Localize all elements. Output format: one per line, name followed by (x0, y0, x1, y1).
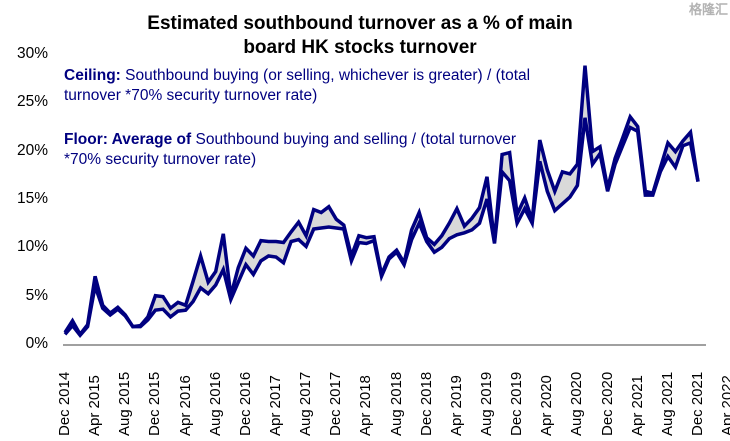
x-tick-label: Dec 2020 (598, 371, 616, 436)
x-tick-label: Apr 2020 (538, 375, 556, 436)
y-tick-label: 5% (25, 286, 48, 304)
ceiling-annotation: Ceiling: Southbound buying (or selling, … (64, 66, 564, 106)
x-tick-label: Dec 2018 (417, 371, 435, 436)
x-tick-label: Dec 2021 (689, 371, 706, 436)
x-tick-label: Dec 2017 (327, 371, 345, 436)
y-tick-label: 30% (16, 45, 48, 62)
x-tick-label: Apr 2021 (628, 375, 646, 436)
x-tick-label: Apr 2017 (267, 375, 284, 436)
x-tick-label: Dec 2016 (236, 371, 254, 436)
y-tick-label: 20% (16, 141, 48, 159)
watermark: 格隆汇 (688, 2, 728, 17)
floor-annotation: Floor: Average of Southbound buying and … (64, 130, 524, 170)
y-tick-label: 10% (16, 238, 48, 256)
x-tick-label: Aug 2021 (658, 371, 676, 436)
x-tick-label: Aug 2017 (297, 371, 315, 436)
floor-text: Southbound buying and selling / (total t… (64, 131, 517, 168)
x-tick-label: Dec 2015 (146, 371, 164, 436)
x-tick-label: Aug 2019 (478, 371, 495, 436)
x-tick-label: Aug 2020 (568, 371, 586, 436)
x-tick-label: Apr 2018 (357, 375, 375, 436)
x-tick-label: Apr 2022 (719, 375, 730, 436)
chart-title: Estimated southbound turnover as a % of … (140, 12, 580, 60)
floor-label: Floor: Average of (64, 131, 192, 148)
ceiling-label: Ceiling: (64, 67, 121, 84)
x-tick-label: Apr 2019 (447, 375, 465, 436)
chart-title-line-1: Estimated southbound turnover as a % of … (147, 13, 573, 34)
x-tick-label: Aug 2016 (206, 371, 224, 436)
chart-title-line-2: board HK stocks turnover (243, 37, 477, 58)
x-tick-label: Aug 2015 (116, 371, 134, 436)
ceiling-series-line (63, 65, 700, 338)
x-tick-label: Dec 2014 (56, 371, 73, 436)
x-tick-label: Aug 2018 (387, 371, 405, 436)
x-tick-label: Apr 2015 (86, 375, 104, 436)
y-tick-label: 15% (16, 190, 48, 207)
y-tick-label: 0% (25, 335, 48, 352)
ceiling-text: Southbound buying (or selling, whichever… (64, 67, 531, 104)
x-tick-label: Apr 2016 (176, 375, 194, 436)
x-tick-label: Dec 2019 (508, 371, 526, 436)
y-tick-label: 25% (16, 93, 48, 111)
